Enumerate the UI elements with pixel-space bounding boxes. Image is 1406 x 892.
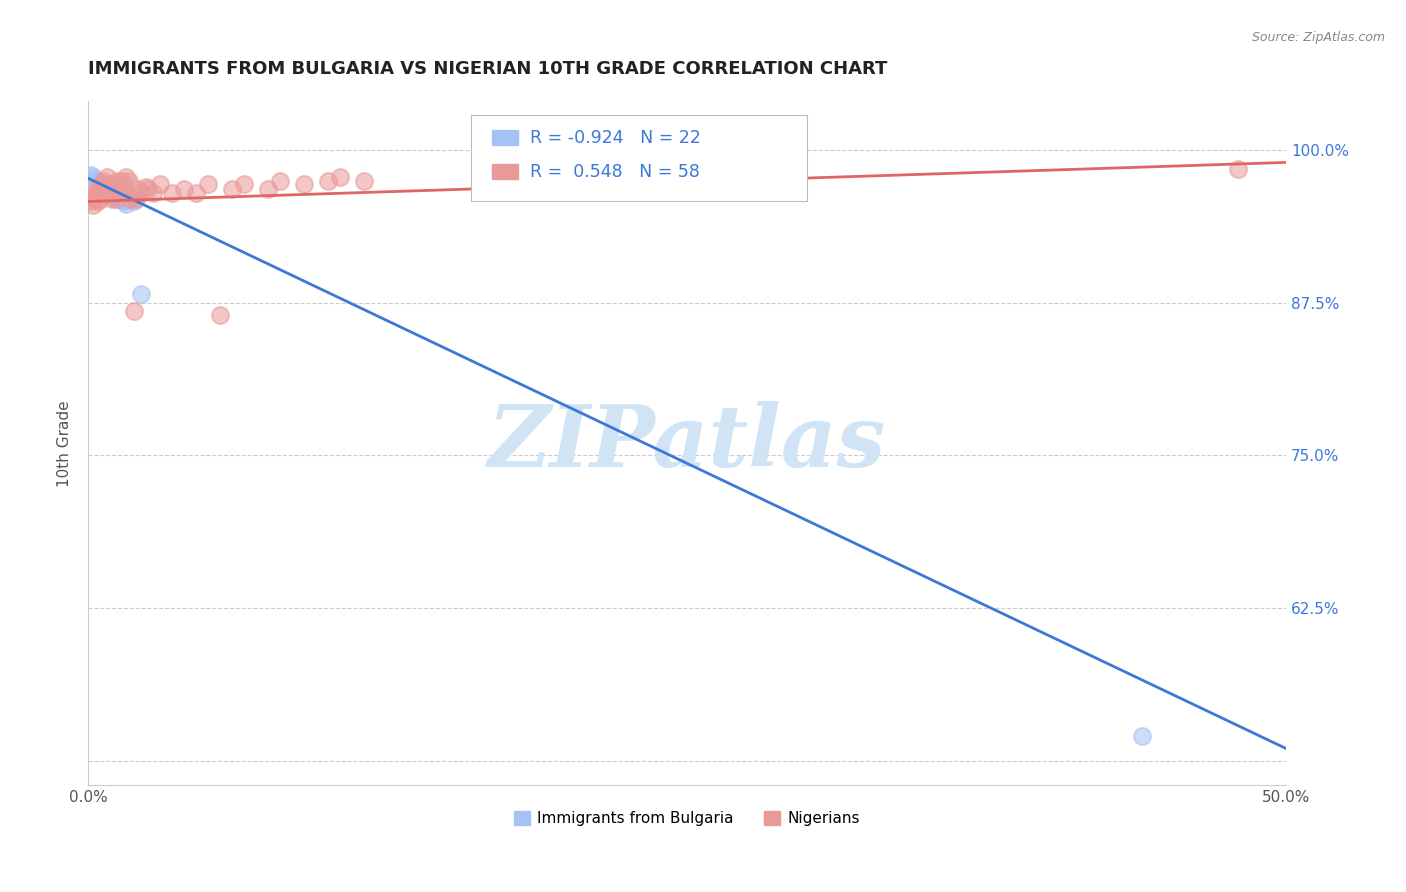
Point [122,304,145,318]
Point [87,194,110,209]
Point [184,186,207,200]
Point [82,198,104,212]
Point [197,178,219,192]
Text: R =  0.548   N = 58: R = 0.548 N = 58 [530,163,700,181]
Point [232,178,254,192]
Point [105,174,128,188]
Point [129,287,152,301]
Point [87,175,110,189]
Point [108,182,131,196]
Point [101,186,124,200]
Point [101,192,124,206]
Point [94,182,117,196]
Text: Source: ZipAtlas.com: Source: ZipAtlas.com [1251,31,1385,45]
Point [120,189,142,203]
Point [103,182,125,196]
Legend: Immigrants from Bulgaria, Nigerians: Immigrants from Bulgaria, Nigerians [508,805,866,832]
Point [484,179,506,194]
Point [292,178,315,192]
Point [91,174,114,188]
Point [96,179,118,194]
Point [105,189,128,203]
Point [82,189,104,203]
Point [142,186,165,200]
Point [112,186,135,200]
Point [89,178,111,192]
Point [772,170,794,185]
Point [82,170,104,185]
Point [108,178,131,192]
Text: R = -0.924   N = 22: R = -0.924 N = 22 [530,128,702,146]
Text: IMMIGRANTS FROM BULGARIA VS NIGERIAN 10TH GRADE CORRELATION CHART: IMMIGRANTS FROM BULGARIA VS NIGERIAN 10T… [89,60,887,78]
Point [98,178,121,192]
Bar [492,164,519,179]
Point [84,192,107,206]
Point [316,174,339,188]
Point [108,186,131,200]
FancyBboxPatch shape [471,115,807,201]
Point [84,186,107,200]
Point [269,174,291,188]
Point [112,194,135,209]
Point [91,186,114,200]
Point [125,192,148,206]
Point [353,174,375,188]
Point [118,174,141,188]
Point [160,186,183,200]
Point [531,168,554,182]
Point [103,192,125,206]
Text: ZIPatlas: ZIPatlas [488,401,886,485]
Point [111,174,134,188]
Point [173,182,195,196]
Point [112,179,135,194]
Point [122,194,145,209]
Point [329,170,352,185]
Point [136,182,159,196]
Point [135,179,157,194]
Point [676,174,699,188]
Point [79,194,101,209]
Point [79,168,101,182]
Point [87,179,110,194]
Point [1130,729,1153,743]
Point [208,308,231,322]
Point [115,170,138,185]
Point [105,192,128,206]
Point [84,172,107,186]
Point [98,185,121,199]
Point [94,182,117,196]
Point [94,178,117,192]
Point [127,182,149,196]
Point [96,182,118,196]
Point [101,188,124,202]
Point [98,182,121,196]
Point [1227,161,1250,176]
Point [149,178,172,192]
Point [89,192,111,206]
Point [89,182,111,196]
Point [96,170,118,185]
Point [129,186,152,200]
Bar [492,130,519,145]
Point [120,192,142,206]
Point [605,170,627,185]
Point [256,182,278,196]
Point [115,197,138,211]
Point [96,186,118,200]
Point [91,179,114,194]
Point [101,186,124,200]
Point [118,192,141,206]
Y-axis label: 10th Grade: 10th Grade [58,400,72,486]
Point [111,192,134,206]
Point [221,182,243,196]
